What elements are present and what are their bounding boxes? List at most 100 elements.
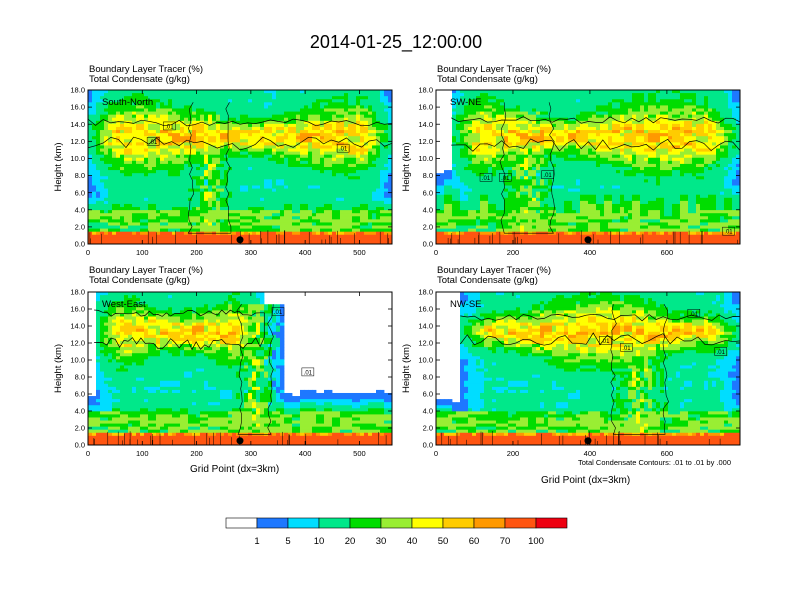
shaded-field: [88, 292, 392, 445]
y-tick-label: 18.0: [418, 288, 433, 297]
contour-label: .01: [304, 370, 313, 376]
condensate-contours: [88, 102, 392, 244]
x-tick-label: 400: [299, 248, 312, 257]
colorbar-swatch: [411, 517, 444, 529]
panel-west-east: 0 100 200 300 400 500 0.0 2.0 4.0 6.0 8.0 10.0 12.0 1…: [53, 288, 393, 458]
panel4-xlabel: Grid Point (dx=3km): [541, 475, 631, 486]
y-tick-label: 6.0: [75, 188, 85, 197]
y-tick-label: 18.0: [70, 288, 85, 297]
y-tick-label: 16.0: [70, 305, 85, 314]
x-tick-label: 300: [245, 449, 258, 458]
plot-frame: [435, 89, 741, 245]
x-tick-label: 200: [507, 248, 520, 257]
x-tick-label: 0: [434, 449, 438, 458]
contour-label: .01: [690, 312, 699, 318]
panel-name: SW-NE: [450, 97, 482, 108]
y-tick-label: 8.0: [423, 171, 433, 180]
colorbar-label: 30: [376, 536, 387, 547]
x-tick-label: 400: [299, 449, 312, 458]
colorbar-label: 5: [285, 536, 290, 547]
contour-label: .01: [274, 310, 283, 316]
y-tick-label: 12.0: [418, 339, 433, 348]
panel1-title-line1: Boundary Layer Tracer (%): [89, 64, 204, 75]
colorbar-label: 50: [438, 536, 449, 547]
x-tick-label: 500: [353, 449, 366, 458]
x-tick-label: 200: [190, 248, 203, 257]
x-tick-label: 400: [584, 449, 597, 458]
panel-name: South-North: [102, 97, 153, 108]
shaded-field: [436, 292, 740, 445]
colorbar-swatch: [256, 517, 289, 529]
contour-label: .01: [543, 173, 552, 179]
colorbar-label: 20: [345, 536, 356, 547]
colorbar-label: 40: [407, 536, 418, 547]
y-tick-label: 8.0: [75, 171, 85, 180]
contour-label: .01: [501, 176, 510, 182]
colorbar-swatch: [225, 517, 258, 529]
y-tick-label: 12.0: [70, 137, 85, 146]
y-tick-label: 2.0: [75, 222, 85, 231]
panel1-title-line2: Total Condensate (g/kg): [89, 74, 190, 85]
panel-south-north: 0 100 200 300 400 500 0.0 2.0 4.0 6.0 8.0 10.0 12.0 1…: [53, 86, 393, 257]
condensate-contours: [93, 304, 387, 445]
plot-frame: [87, 89, 393, 245]
x-tick-label: 200: [190, 449, 203, 458]
y-tick-label: 4.0: [423, 205, 433, 214]
y-tick-label: 0.0: [75, 441, 85, 450]
panel-nw-se: 0 200 400 600 0.0 2.0 4.0 6.0 8.0 10.0 12.0 14.0 16.…: [401, 288, 741, 458]
location-marker: [236, 236, 244, 244]
y-tick-label: 16.0: [418, 103, 433, 112]
y-tick-label: 4.0: [75, 205, 85, 214]
location-marker: [584, 437, 592, 445]
contour-label: .01: [601, 339, 610, 345]
colorbar-label: 70: [500, 536, 511, 547]
colorbar-label: 1: [254, 536, 259, 547]
y-tick-label: 18.0: [70, 86, 85, 95]
colorbar-label: 10: [314, 536, 325, 547]
contour-label: .01: [724, 230, 733, 236]
y-tick-label: 0.0: [423, 441, 433, 450]
y-tick-label: 14.0: [70, 322, 85, 331]
colorbar-swatch: [349, 517, 382, 529]
y-tick-label: 16.0: [70, 103, 85, 112]
figure-title: 2014-01-25_12:00:00: [309, 32, 483, 52]
y-tick-label: 10.0: [418, 154, 433, 163]
contour-label: .01: [149, 140, 158, 146]
y-tick-label: 4.0: [423, 407, 433, 416]
y-tick-label: 0.0: [423, 240, 433, 249]
panel4-title-line2: Total Condensate (g/kg): [437, 275, 538, 286]
colorbar: 1 5 10 20 30 40 50 60 70 100: [225, 517, 568, 547]
x-tick-label: 0: [434, 248, 438, 257]
x-tick-label: 600: [661, 449, 674, 458]
panel4-title-line1: Boundary Layer Tracer (%): [437, 265, 552, 276]
x-tick-label: 100: [136, 248, 149, 257]
colorbar-swatch: [318, 517, 351, 529]
y-tick-label: 10.0: [418, 356, 433, 365]
y-tick-label: 14.0: [418, 322, 433, 331]
y-axis-label: Height (km): [53, 142, 64, 191]
y-tick-label: 2.0: [423, 222, 433, 231]
colorbar-swatch: [380, 517, 413, 529]
y-tick-label: 6.0: [423, 188, 433, 197]
y-tick-label: 8.0: [75, 373, 85, 382]
y-tick-label: 0.0: [75, 240, 85, 249]
y-axis-label: Height (km): [401, 344, 412, 393]
panel2-title-line2: Total Condensate (g/kg): [437, 74, 538, 85]
panel-name: NW-SE: [450, 299, 482, 310]
y-tick-label: 14.0: [70, 120, 85, 129]
x-tick-label: 400: [584, 248, 597, 257]
plot-frame: [87, 291, 393, 446]
colorbar-swatch: [442, 517, 475, 529]
panel-name: West-East: [102, 299, 146, 310]
y-tick-label: 12.0: [418, 137, 433, 146]
x-tick-label: 0: [86, 248, 90, 257]
panel2-title-line1: Boundary Layer Tracer (%): [437, 64, 552, 75]
colorbar-label: 60: [469, 536, 480, 547]
contour-label: .01: [717, 350, 726, 356]
contour-label: .01: [165, 124, 174, 130]
y-tick-label: 16.0: [418, 305, 433, 314]
panel-sw-ne: 0 200 400 600 0.0 2.0 4.0 6.0 8.0 10.0 12.0 14.0 16.…: [401, 86, 741, 257]
y-tick-label: 6.0: [423, 390, 433, 399]
x-tick-label: 600: [661, 248, 674, 257]
